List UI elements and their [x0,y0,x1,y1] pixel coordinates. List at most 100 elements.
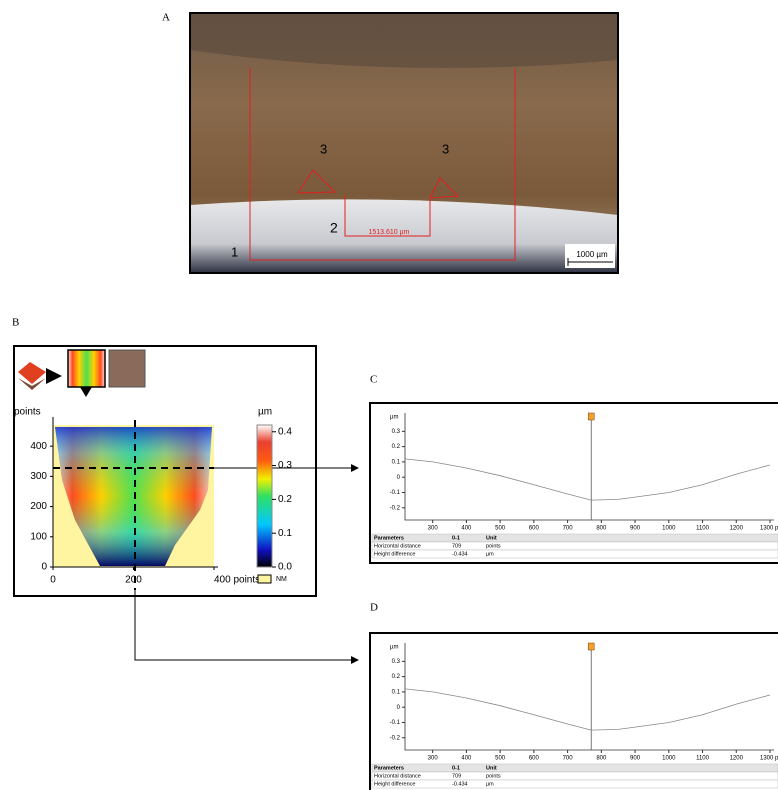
y-axis-label: µm [390,645,398,651]
table-header: Parameters [374,535,404,541]
table-cell: Height difference [374,551,415,557]
table-row [371,771,778,781]
x-tick-label: 700 [563,526,574,532]
table-header: 0-1 [452,765,460,771]
marker-label: 3 [442,141,449,156]
table-row [371,763,778,773]
marker-label: 3 [320,141,327,156]
y-tick-label: 0 [397,475,401,481]
table-cell: µm [486,551,494,557]
table-row [371,549,778,559]
connector-arrow [134,590,359,664]
profile-line [404,688,771,731]
y-tick-label: -0.1 [390,720,401,726]
table-header: Parameters [374,765,404,771]
x-tick-label: 400 [461,756,472,762]
x-tick-label: 300 [428,756,439,762]
x-tick-label: 600 [529,756,540,762]
x-tick-label: 900 [630,756,641,762]
y-tick-label: 0.2 [392,674,401,680]
table-cell: points [486,773,501,779]
x-tick-label: 1100 [696,526,710,532]
y-tick-label: 0.1 [392,459,401,465]
no-data-swatch [257,574,272,584]
scale-bar [567,258,613,266]
x-tick-label: 1300 pt [760,756,778,762]
y-tick-label: 400 [30,441,47,452]
x-tick-label: 1000 [662,526,676,532]
colorbar-tick-label: 0.1 [278,528,292,539]
y-tick-label: 0 [41,562,47,573]
y-tick-label: -0.2 [390,505,401,511]
annotation-lines [249,68,516,261]
y-tick-label: 0 [397,705,401,711]
scale-label: 1000 µm [576,250,608,259]
icons [18,349,146,397]
cursor-handle [587,642,595,651]
x-tick-label: 200 [125,575,142,586]
marker-label: 2 [330,220,338,236]
table-cell: Height difference [374,781,415,787]
x-tick-label: 300 [428,526,439,532]
scale-box [565,244,615,268]
colorbar-tick-label: 0.3 [278,460,292,471]
x-tick-label: 800 [596,526,607,532]
y-tick-label: -0.1 [390,490,401,496]
axis [404,643,774,751]
panel-label: C [370,374,377,386]
y-tick-label: 0.3 [392,659,401,665]
table-header: Unit [486,535,497,541]
y-tick-label: 0.1 [392,689,401,695]
table-cell: points [486,543,501,549]
measurement: 1513.610 µm [368,229,409,236]
table-cell: Horizontal distance [374,543,421,549]
x-tick-label: 500 [495,756,506,762]
table-cell: 709 [452,543,461,549]
panel-label: D [370,602,378,614]
colorbar-unit: µm [258,407,272,418]
y-axis-label: µm [390,415,398,421]
panel-label: B [12,317,19,329]
x-tick-label: 700 [563,756,574,762]
colorbar-tick-label: 0.4 [278,426,292,437]
table-cell: µm [486,781,494,787]
x-tick-label: 1100 [696,756,710,762]
x-tick-label: 1300 pt [760,526,778,532]
profile-line [404,458,771,501]
axis [404,413,774,521]
x-tick-label: 400 [461,526,472,532]
table-row [371,533,778,543]
y-tick-label: 0.2 [392,444,401,450]
colorbar [256,424,273,568]
y-tick-label: 0.3 [392,429,401,435]
x-tick-label: 400 points [214,575,260,586]
table-row [371,779,778,789]
y-tick-label: 200 [30,501,47,512]
x-tick-label: 800 [596,756,607,762]
x-tick-label: 600 [529,526,540,532]
cursor-handle [587,412,595,421]
y-axis-label: points [14,407,41,418]
marker-label: 1 [231,244,238,259]
table-cell: -0.434 [452,781,468,787]
panel-label: A [162,12,170,24]
colorbar-tick-label: 0.2 [278,494,292,505]
table-header: Unit [486,765,497,771]
x-tick-label: 1200 [730,526,744,532]
table-header: 0-1 [452,535,460,541]
no-data-label: NM [276,576,287,583]
x-tick-label: 1200 [730,756,744,762]
y-tick-label: -0.2 [390,735,401,741]
x-tick-label: 900 [630,526,641,532]
y-tick-label: 300 [30,471,47,482]
x-tick-label: 0 [50,575,56,586]
x-tick-label: 500 [495,526,506,532]
table-cell: Horizontal distance [374,773,421,779]
table-cell: 709 [452,773,461,779]
colorbar-tick-label: 0.0 [278,562,292,573]
table-cell: -0.434 [452,551,468,557]
y-tick-label: 100 [30,531,47,542]
table-row [371,541,778,551]
x-tick-label: 1000 [662,756,676,762]
